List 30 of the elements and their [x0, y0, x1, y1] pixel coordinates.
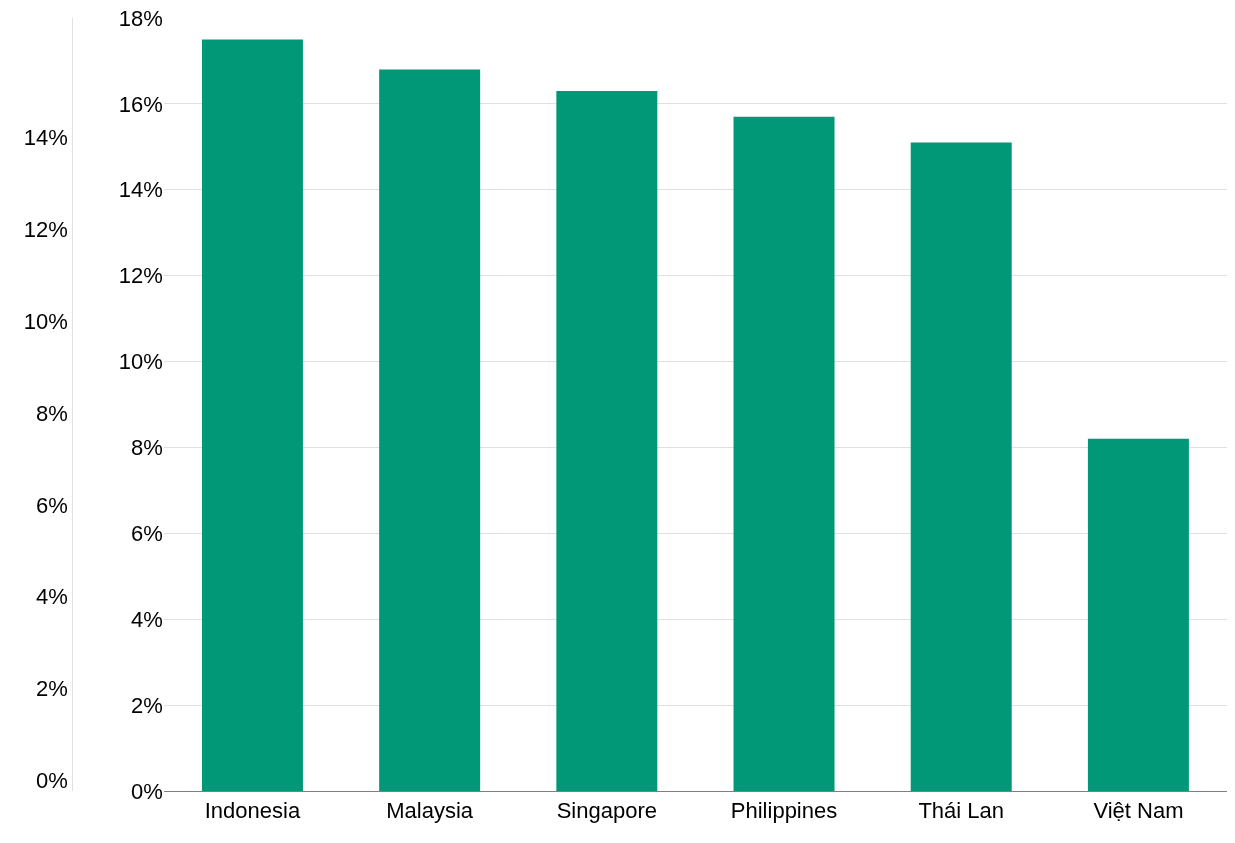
x-tick-label: Indonesia	[204, 798, 301, 824]
bar	[379, 69, 481, 791]
bar	[201, 39, 303, 791]
x-tick-label: Malaysia	[386, 798, 474, 824]
y-tick-label: 8%	[131, 435, 163, 461]
y2-tick-label: 8%	[36, 400, 68, 426]
y2-tick-label: 10%	[23, 308, 68, 334]
y-tick-label: 12%	[118, 263, 163, 289]
bar	[1087, 438, 1189, 791]
y-tick-label: 2%	[131, 692, 163, 718]
bar	[556, 91, 658, 791]
y-tick-label: 14%	[118, 177, 163, 203]
x-tick-label: Việt Nam	[1093, 798, 1184, 824]
y-tick-label: 0%	[131, 778, 163, 804]
y-tick-label: 16%	[118, 91, 163, 117]
x-tick-label: Thái Lan	[918, 798, 1005, 824]
y-tick-label: 10%	[118, 349, 163, 375]
x-tick-label: Philippines	[730, 798, 838, 824]
y2-tick-label: 0%	[36, 768, 68, 794]
bar	[910, 142, 1012, 791]
y-tick-label: 4%	[131, 606, 163, 632]
y2-tick-label: 2%	[36, 676, 68, 702]
y-tick-label: 6%	[131, 521, 163, 547]
x-tick-label: Singapore	[556, 798, 657, 824]
y2-tick-label: 12%	[23, 216, 68, 242]
y2-tick-label: 4%	[36, 584, 68, 610]
y-tick-label: 18%	[118, 5, 163, 31]
y2-tick-label: 6%	[36, 492, 68, 518]
bar	[733, 116, 835, 791]
y2-tick-label: 14%	[23, 125, 68, 151]
